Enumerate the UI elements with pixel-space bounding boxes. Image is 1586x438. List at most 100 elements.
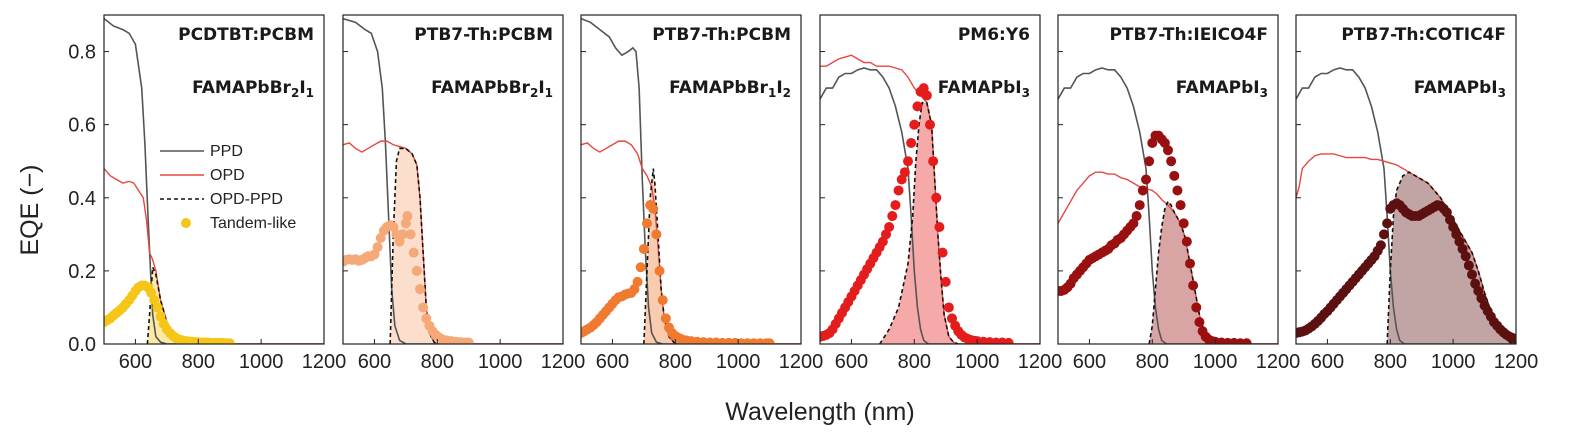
x-tick-label: 800 (1374, 351, 1407, 373)
tandem-point (402, 211, 413, 222)
x-tick-label: 800 (898, 351, 931, 373)
tandem-point (937, 247, 948, 258)
x-tick-label: 1000 (955, 351, 1000, 373)
tandem-point (940, 276, 951, 287)
tandem-point (632, 276, 643, 287)
tandem-point (1172, 185, 1183, 196)
tandem-point (921, 90, 932, 101)
tandem-point (1460, 251, 1471, 262)
tandem-point (1375, 240, 1386, 251)
tandem-point (651, 229, 662, 240)
subscript: 2 (783, 86, 791, 100)
ppd-line (820, 67, 1040, 344)
x-tick-label: 800 (1136, 351, 1169, 373)
tandem-point (903, 156, 913, 167)
tandem-point (642, 218, 652, 229)
panel-frame (1057, 14, 1279, 345)
title-text: I (538, 78, 544, 98)
panel-title-perovskite: FAMAPbBr2I1 (431, 78, 553, 100)
tandem-point (1144, 156, 1155, 167)
y-tick-label: 0.4 (68, 188, 96, 210)
panel-3: 600 800 1000 1200 PTB7-Th:PCBM FAMAPbBr1I2 (580, 14, 824, 373)
x-tick-label: 600 (119, 351, 152, 373)
panel-5: 600 800 1000 1200 PTB7-Th:IEICO4F FAMAPbI3 (1057, 14, 1301, 373)
panel-title-perovskite: FAMAPbI3 (938, 78, 1030, 100)
panel-title-top: PTB7-Th:PCBM (414, 25, 553, 45)
x-tick-label: 1200 (1018, 351, 1063, 373)
tandem-point (1241, 338, 1252, 344)
opd-ppd-dashed-line (389, 147, 438, 344)
panel-4: 600 800 1000 1200 PM6:Y6 FAMAPbI3 (819, 14, 1063, 373)
opd-line (1296, 153, 1516, 344)
legend: PPD OPD OPD-PPD Tandem-like (160, 143, 296, 232)
panel-title-perovskite: FAMAPbI3 (1176, 78, 1268, 100)
tandem-point (1379, 229, 1389, 240)
tandem-point (152, 302, 163, 313)
tandem-point (1511, 334, 1516, 344)
plot-area (104, 18, 324, 344)
tandem-point (418, 302, 429, 313)
x-tick-label: 600 (596, 351, 629, 373)
tandem-point (899, 167, 910, 178)
x-tick-label: 800 (659, 351, 692, 373)
opd-line (820, 54, 1040, 344)
tandem-point (912, 101, 923, 112)
ppd-line (343, 17, 563, 344)
tandem-point (1163, 145, 1173, 156)
tandem-point (925, 119, 935, 130)
tandem-point (411, 265, 422, 276)
tandem-point (372, 242, 383, 253)
title-text: FAMAPbBr (669, 78, 768, 98)
x-tick-label: 1200 (779, 351, 824, 373)
opd-ppd-dashed-line (879, 101, 959, 344)
x-axis-title: Wavelength (nm) (725, 398, 914, 426)
x-tick-label: 1200 (1256, 351, 1301, 373)
legend-label: Tandem-like (210, 215, 296, 232)
opd-line (581, 140, 801, 344)
panel-title-perovskite: FAMAPbI3 (1414, 78, 1506, 100)
x-tick-label: 600 (1311, 351, 1344, 373)
tandem-point (928, 156, 939, 167)
x-tick-label: 1000 (716, 351, 761, 373)
y-tick-labels: 0.0 0.2 0.4 0.6 0.8 (68, 42, 96, 356)
panel-frame (103, 14, 325, 345)
tandem-point (415, 284, 425, 295)
tandem-point (463, 337, 474, 344)
tandem-point (1382, 218, 1393, 229)
x-tick-label: 1000 (478, 351, 523, 373)
tandem-point (648, 203, 659, 214)
panel-frame (819, 14, 1041, 345)
tandem-point (884, 222, 895, 233)
subscript: 3 (1260, 86, 1268, 100)
subscript: 1 (545, 86, 553, 100)
panel-title-top: PTB7-Th:COTIC4F (1341, 25, 1506, 45)
title-text: I (776, 78, 782, 98)
panel-6: 600 800 1000 1200 PTB7-Th:COTIC4F FAMAPbI3 (1295, 14, 1539, 373)
tandem-point (1463, 260, 1474, 271)
plot-area (820, 54, 1040, 344)
panel-title-perovskite: FAMAPbBr1I2 (669, 78, 791, 100)
ppd-line (104, 18, 324, 344)
subscript: 2 (291, 86, 299, 100)
plot-area (581, 17, 801, 344)
tandem-point (1003, 337, 1014, 344)
tandem-point (635, 262, 646, 273)
y-axis: EQE (−) 0.0 0.2 0.4 0.6 0.8 (16, 42, 96, 356)
difference-fill (1149, 201, 1222, 344)
opd-ppd-dashed-line (1386, 171, 1516, 344)
tandem-point (1181, 236, 1192, 247)
x-tick-label: 1200 (302, 351, 347, 373)
y-tick-label: 0.8 (68, 42, 96, 64)
panel-frame (342, 14, 564, 345)
tandem-point (943, 302, 954, 313)
tandem-point (890, 200, 901, 211)
x-tick-label: 1200 (1494, 351, 1539, 373)
ppd-line (1296, 67, 1516, 344)
x-tick-label: 600 (358, 351, 391, 373)
tandem-point (657, 295, 668, 306)
ppd-line (1058, 67, 1278, 344)
tandem-point (660, 313, 671, 324)
subscript: 3 (1022, 86, 1030, 100)
tandem-point (1194, 317, 1205, 328)
